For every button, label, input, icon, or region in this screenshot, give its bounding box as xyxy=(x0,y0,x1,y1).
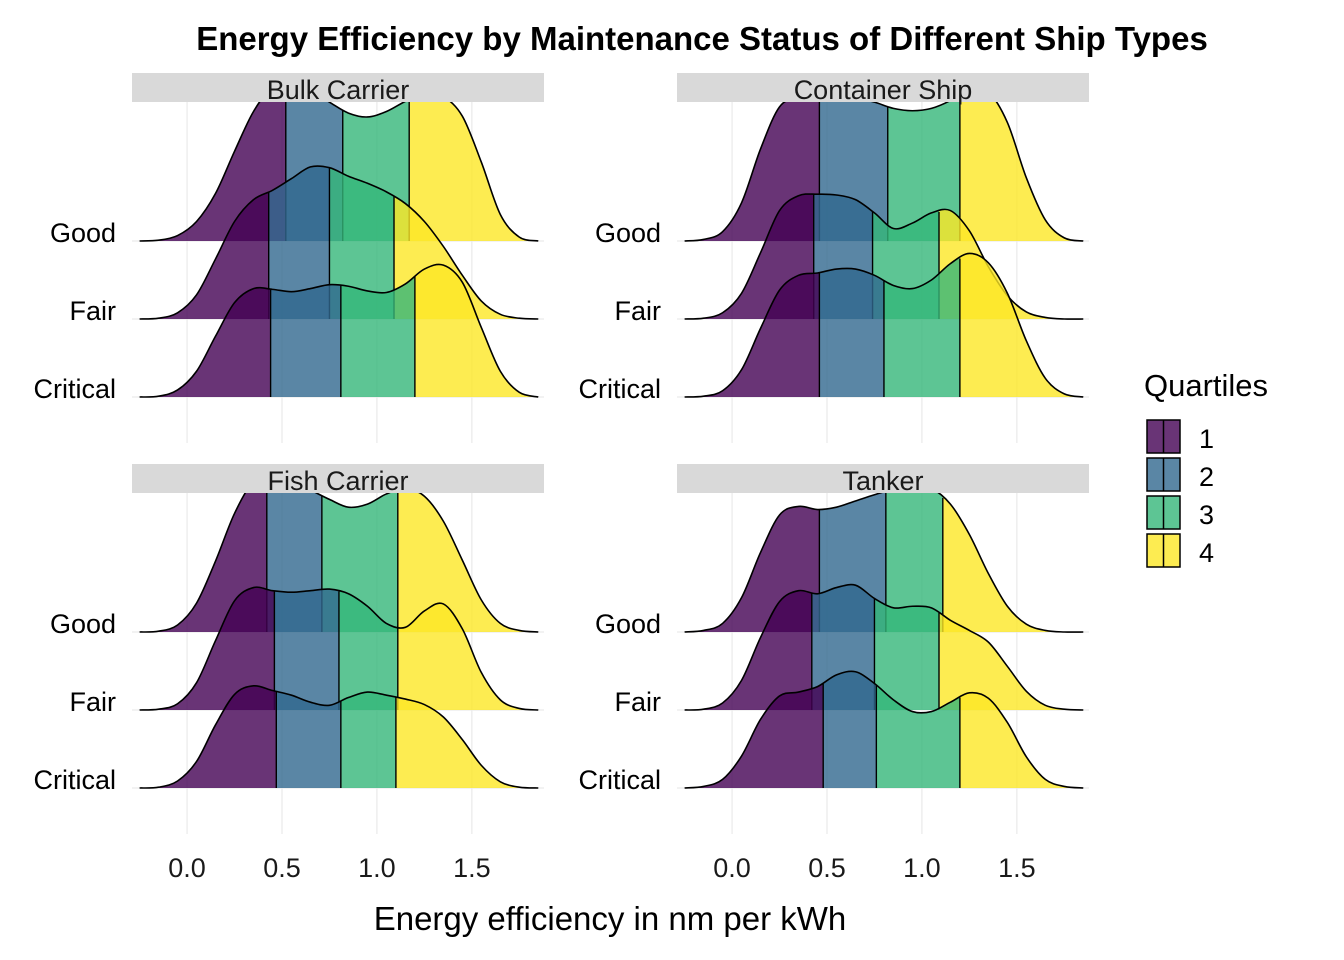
density-outline xyxy=(139,263,539,398)
legend-item-2: 2 xyxy=(1146,457,1214,492)
quartile-band-2 xyxy=(274,587,339,710)
facet-strip xyxy=(677,464,1089,493)
density-outline xyxy=(684,252,1084,398)
y-tick-label-good: Good xyxy=(50,609,116,639)
density-outline xyxy=(139,684,539,789)
density-outline xyxy=(684,670,1084,789)
y-tick-label-critical: Critical xyxy=(33,765,116,795)
legend-item-1: 1 xyxy=(1146,419,1214,454)
y-tick-label-fair: Fair xyxy=(70,687,117,717)
quartile-band-2 xyxy=(819,253,884,397)
density-outline xyxy=(139,586,539,711)
legend-title: Quartiles xyxy=(1144,368,1268,403)
density-outline xyxy=(684,86,1084,242)
y-tick-label-critical: Critical xyxy=(33,374,116,404)
y-tick-label-fair: Fair xyxy=(615,687,662,717)
facet-strip xyxy=(132,464,544,493)
x-tick-label: 1.5 xyxy=(998,853,1036,883)
facet-strip xyxy=(677,73,1089,102)
x-tick-label: 1.5 xyxy=(453,853,491,883)
y-tick-label-fair: Fair xyxy=(70,296,117,326)
y-tick-label-good: Good xyxy=(595,609,661,639)
density-outline xyxy=(139,83,539,242)
y-tick-label-good: Good xyxy=(50,218,116,248)
x-tick-label: 0.5 xyxy=(263,853,301,883)
density-outline xyxy=(684,193,1084,320)
legend-label: 1 xyxy=(1199,424,1214,454)
quartile-band-3 xyxy=(340,685,396,788)
legend: Quartiles 1 2 3 4 xyxy=(1144,368,1268,568)
x-tick-label: 1.0 xyxy=(358,853,396,883)
y-tick-label-good: Good xyxy=(595,218,661,248)
x-axis-title: Energy efficiency in nm per kWh xyxy=(374,900,847,937)
density-outline xyxy=(684,583,1084,711)
density-outline xyxy=(139,475,539,633)
legend-item-4: 4 xyxy=(1146,533,1214,568)
facet-strip-label: Tanker xyxy=(842,466,923,496)
x-tick-label: 1.0 xyxy=(903,853,941,883)
facet-strip-label: Container Ship xyxy=(794,75,973,105)
density-outline xyxy=(139,165,539,320)
x-tick-label: 0.0 xyxy=(713,853,751,883)
facet-strip-label: Bulk Carrier xyxy=(267,75,410,105)
y-tick-label-critical: Critical xyxy=(578,374,661,404)
y-tick-label-critical: Critical xyxy=(578,765,661,795)
legend-label: 2 xyxy=(1199,462,1214,492)
legend-label: 3 xyxy=(1199,500,1214,530)
x-tick-label: 0.0 xyxy=(168,853,206,883)
quartile-band-2 xyxy=(823,671,877,788)
legend-label: 4 xyxy=(1199,538,1214,568)
facet-strip xyxy=(132,73,544,102)
chart-title: Energy Efficiency by Maintenance Status … xyxy=(196,20,1208,57)
legend-item-3: 3 xyxy=(1146,495,1214,530)
facet-strip-label: Fish Carrier xyxy=(267,466,408,496)
x-tick-label: 0.5 xyxy=(808,853,846,883)
y-tick-label-fair: Fair xyxy=(615,296,662,326)
